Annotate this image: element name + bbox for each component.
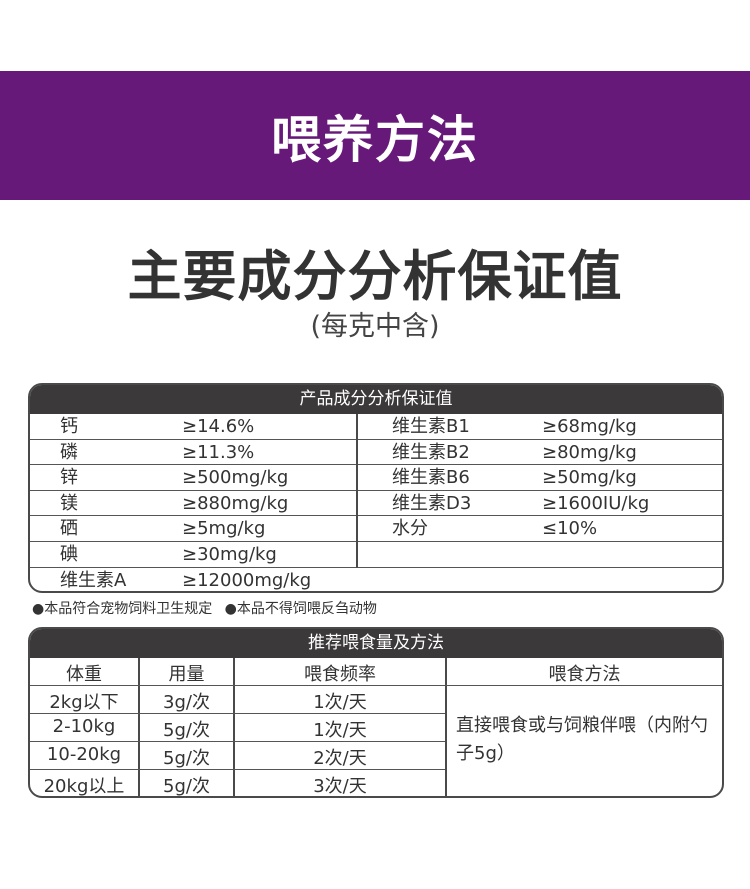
table-row: 维生素A ≥12000mg/kg [30,568,356,591]
column-header-amount: 用量 [168,664,205,685]
table-row: 锌 ≥500mg/kg [30,465,356,491]
table-row: 碘 ≥30mg/kg [30,542,356,568]
nutrient-name: 维生素B1 [392,416,470,437]
nutrient-name: 维生素D3 [392,492,472,514]
nutrient-value: ≥500mg/kg [182,467,289,489]
banner-title: 喂养方法 [271,110,479,169]
nutrient-value: ≤10% [542,518,598,540]
table-row: 磷 ≥11.3% [30,440,356,466]
nutrient-value: ≥12000mg/kg [182,569,312,591]
nutrient-value: ≥880mg/kg [182,492,289,514]
page-subtitle: (每克中含) [310,311,440,342]
nutrient-name: 维生素B6 [392,467,470,489]
row-divider [30,741,445,742]
feeding-method-text: 直接喂食或与饲粮伴喂（内附勺子5g） [456,715,708,764]
nutrient-value: ≥80mg/kg [542,441,637,463]
table-row: 水分 ≤10% [358,516,722,542]
feeding-table-header: 推荐喂食量及方法 [30,629,722,658]
nutrient-name: 钙 [60,416,78,437]
cell-frequency: 1次/天 [313,692,367,713]
table-row: 维生素D3 ≥1600IU/kg [358,491,722,517]
banner: 喂养方法 [0,71,750,200]
nutrient-name: 镁 [60,492,78,514]
nutrition-left-column: 钙 ≥14.6% 磷 ≥11.3% 锌 ≥500mg/kg 镁 ≥880mg/kg 硒 ≥… [30,414,356,591]
row-divider [30,769,445,770]
cell-weight: 20kg以上 [43,776,125,797]
cell-frequency: 2次/天 [313,748,367,769]
nutrient-name: 硒 [60,518,78,540]
nutrition-table-body: 钙 ≥14.6% 磷 ≥11.3% 锌 ≥500mg/kg 镁 ≥880mg/kg 硒 ≥… [30,414,722,591]
nutrient-value: ≥50mg/kg [542,467,637,489]
note-ruminant: ●本品不得饲喂反刍动物 [224,601,377,617]
nutrient-name: 锌 [60,467,78,489]
notes: ●本品符合宠物饲料卫生规定 ●本品不得饲喂反刍动物 [32,598,385,618]
row-divider [30,685,722,686]
table-row: 钙 ≥14.6% [30,414,356,440]
cell-weight: 2kg以下 [49,692,119,713]
nutrient-value: ≥5mg/kg [182,518,266,540]
nutrient-value: ≥1600IU/kg [542,492,650,514]
column-header-method: 喂食方法 [548,664,621,685]
cell-amount: 5g/次 [163,720,210,741]
cell-amount: 5g/次 [163,748,210,769]
nutrient-name: 维生素B2 [392,441,470,463]
nutrient-name: 水分 [392,518,428,540]
nutrient-name: 磷 [60,441,78,463]
nutrient-value: ≥30mg/kg [182,543,277,565]
table-row: 维生素B6 ≥50mg/kg [358,465,722,491]
nutrient-name: 碘 [60,543,78,565]
column-divider [233,658,235,796]
nutrient-name: 维生素A [60,569,127,591]
cell-amount: 5g/次 [163,776,210,797]
row-divider [30,713,445,714]
feeding-table: 推荐喂食量及方法 体重 用量 喂食频率 喂食方法 2kg以下 3g/次 1次/天… [28,627,724,798]
column-divider [445,658,447,796]
table-row: 镁 ≥880mg/kg [30,491,356,517]
column-header-frequency: 喂食频率 [304,664,376,685]
table-row: 维生素B2 ≥80mg/kg [358,440,722,466]
page-title: 主要成分分析保证值 [127,245,623,308]
nutrition-table: 产品成分分析保证值 钙 ≥14.6% 磷 ≥11.3% 锌 ≥500mg/kg 镁 ≥8… [28,383,724,593]
nutrient-value: ≥68mg/kg [542,416,637,437]
table-row: 硒 ≥5mg/kg [30,516,356,542]
cell-amount: 3g/次 [163,692,210,713]
column-divider [138,658,140,796]
table-row: 维生素B1 ≥68mg/kg [358,414,722,440]
note-hygiene: ●本品符合宠物饲料卫生规定 [32,601,213,617]
cell-frequency: 3次/天 [313,776,367,797]
table-row [358,542,722,568]
nutrition-right-column: 维生素B1 ≥68mg/kg 维生素B2 ≥80mg/kg 维生素B6 ≥50mg/k… [356,414,722,568]
nutrient-value: ≥11.3% [182,441,255,463]
cell-weight: 10-20kg [46,744,122,765]
cell-weight: 2-10kg [52,716,116,737]
nutrient-value: ≥14.6% [182,416,255,437]
cell-frequency: 1次/天 [313,720,367,741]
column-header-weight: 体重 [66,664,102,685]
feeding-table-body: 体重 用量 喂食频率 喂食方法 2kg以下 3g/次 1次/天 2-10kg 5… [30,658,722,797]
nutrition-table-header: 产品成分分析保证值 [30,385,722,414]
